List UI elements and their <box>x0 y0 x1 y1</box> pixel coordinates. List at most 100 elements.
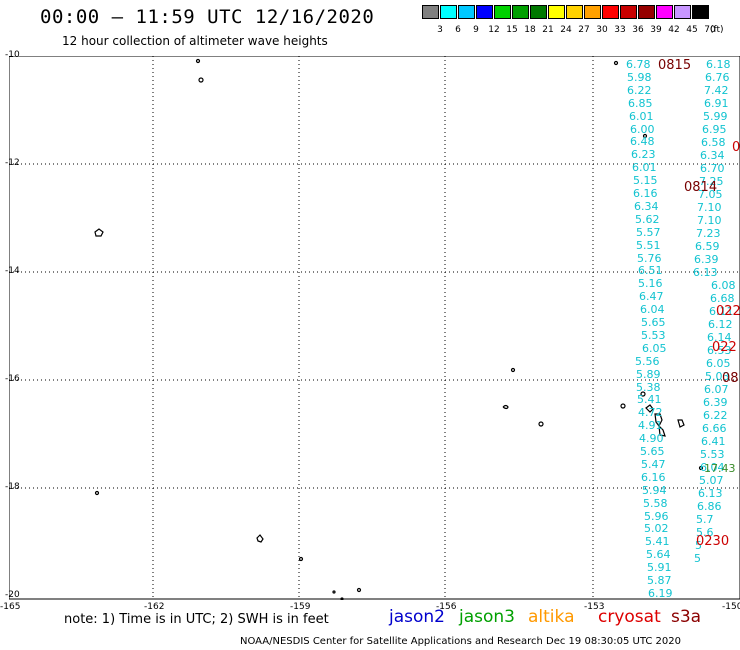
swh-value: 6.04 <box>640 303 665 317</box>
swh-value: 6.53 <box>707 344 732 357</box>
swh-value: 5 <box>694 552 701 565</box>
lat-label: -10 <box>5 50 20 60</box>
swh-value: 6.16 <box>641 470 666 484</box>
swh-value: 5.41 <box>637 393 662 407</box>
colorbar-label: 70 <box>704 25 716 35</box>
lat-label: -18 <box>5 482 20 492</box>
footnote: note: 1) Time is in UTC; 2) SWH is in fe… <box>64 612 329 627</box>
colorbar-cell <box>674 5 691 19</box>
swh-value: 6.01 <box>629 109 654 123</box>
swh-value: 5.16 <box>638 277 663 291</box>
colorbar-cell <box>512 5 529 19</box>
pass-time-label: 022 <box>716 304 740 319</box>
swh-value: 6.01 <box>632 161 657 175</box>
swh-value: 6.86 <box>697 500 722 513</box>
swh-value: 5.65 <box>640 445 665 458</box>
swh-value: 7.23 <box>696 227 721 240</box>
swh-value: 5.53 <box>700 448 725 461</box>
colorbar-cell <box>566 5 583 19</box>
swh-value: 6.76 <box>705 71 730 84</box>
lon-label: -156 <box>436 602 457 612</box>
pass-time-label: 0815 <box>658 58 692 73</box>
swh-value: 6.34 <box>700 149 725 162</box>
swh-value: 6.58 <box>701 136 726 149</box>
colorbar-cell <box>548 5 565 19</box>
swh-value: 6.39 <box>703 396 728 409</box>
swh-value: 6.18 <box>706 58 731 71</box>
swh-value: 6.05 <box>706 357 731 370</box>
pass-time-label: 0 <box>732 140 740 155</box>
swh-value: 6.39 <box>694 253 719 266</box>
swh-value: 6.00 <box>630 122 655 136</box>
swh-value: 6.19 <box>648 586 673 600</box>
colorbar-cell <box>458 5 475 19</box>
colorbar-label: 3 <box>437 25 443 35</box>
swh-value: 6.05 <box>642 341 667 355</box>
swh-value: 6.78 <box>626 58 651 71</box>
swh-value: 5.58 <box>643 496 668 510</box>
colorbar-label: 27 <box>578 25 590 35</box>
colorbar-cell <box>422 5 439 19</box>
colorbar-label: 9 <box>473 25 479 35</box>
map-plot <box>9 56 740 600</box>
lat-label: -12 <box>5 158 20 168</box>
legend-item: cryosat <box>598 607 661 627</box>
swh-value: 6.70 <box>700 162 725 175</box>
swh-value: 4.72 <box>638 406 663 420</box>
swh-value: 5.96 <box>644 509 669 523</box>
swh-value: 5.02 <box>644 522 669 536</box>
swh-value: 5.87 <box>647 574 672 587</box>
colorbar-cell <box>584 5 601 19</box>
pass-time-label: 022 <box>712 340 737 355</box>
swh-value: 6.12 <box>708 318 733 331</box>
swh-value: 5.89 <box>636 367 661 381</box>
colorbar-label: 15 <box>506 25 518 35</box>
swh-value: 5.07 <box>699 474 724 487</box>
swh-value: 6.13 <box>693 266 718 279</box>
grid-lines <box>9 56 740 599</box>
swh-value: 4.90 <box>639 432 664 446</box>
swh-value: 5.6 <box>696 526 714 539</box>
swh-value: 6.14 <box>707 331 732 344</box>
lon-label: -153 <box>584 602 605 612</box>
lat-label: -14 <box>5 266 20 276</box>
swh-value: 6.13 <box>698 487 723 500</box>
colorbar-label: 39 <box>650 25 662 35</box>
colorbar-cell <box>692 5 709 19</box>
swh-value: 5.98 <box>627 70 652 84</box>
swh-value: 6.59 <box>695 240 720 253</box>
swh-value: 6.95 <box>702 123 727 136</box>
colorbar-label: 30 <box>596 25 608 35</box>
swh-value: 6.23 <box>631 148 656 162</box>
swh-value: 6.68 <box>710 292 735 305</box>
swh-value: 17.43 <box>704 462 736 475</box>
swh-value: 5.56 <box>635 354 660 368</box>
colorbar-cell <box>638 5 655 19</box>
swh-value: 6.08 <box>711 279 736 292</box>
swh-value: 6.91 <box>704 97 729 110</box>
swh-value: 5.7 <box>696 513 714 526</box>
swh-value: 5.57 <box>636 225 661 239</box>
swh-value: 5.41 <box>645 535 670 549</box>
credits-footer: NOAA/NESDIS Center for Satellite Applica… <box>240 636 682 647</box>
swh-value: 5.38 <box>636 380 661 394</box>
colorbar-cell <box>656 5 673 19</box>
lat-label: -16 <box>5 374 20 384</box>
swh-value: 5.64 <box>646 548 671 562</box>
colorbar-cell <box>476 5 493 19</box>
colorbar-label: 36 <box>632 25 644 35</box>
swh-value: 5.53 <box>641 328 666 342</box>
swh-value: 5.47 <box>641 457 666 471</box>
swh-value: 6.47 <box>639 290 664 304</box>
swh-value: 6.85 <box>628 96 653 110</box>
swh-value: 5.91 <box>647 561 672 575</box>
colorbar-label: 33 <box>614 25 626 35</box>
colorbar-cell <box>440 5 457 19</box>
swh-value: 6.11 <box>709 305 734 318</box>
swh-value: 7.05 <box>698 188 723 201</box>
colorbar-label: 21 <box>542 25 554 35</box>
swh-value: 6.66 <box>702 422 727 435</box>
colorbar-cell <box>494 5 511 19</box>
colorbar-label: 12 <box>488 25 500 35</box>
legend-item: altika <box>528 607 575 627</box>
